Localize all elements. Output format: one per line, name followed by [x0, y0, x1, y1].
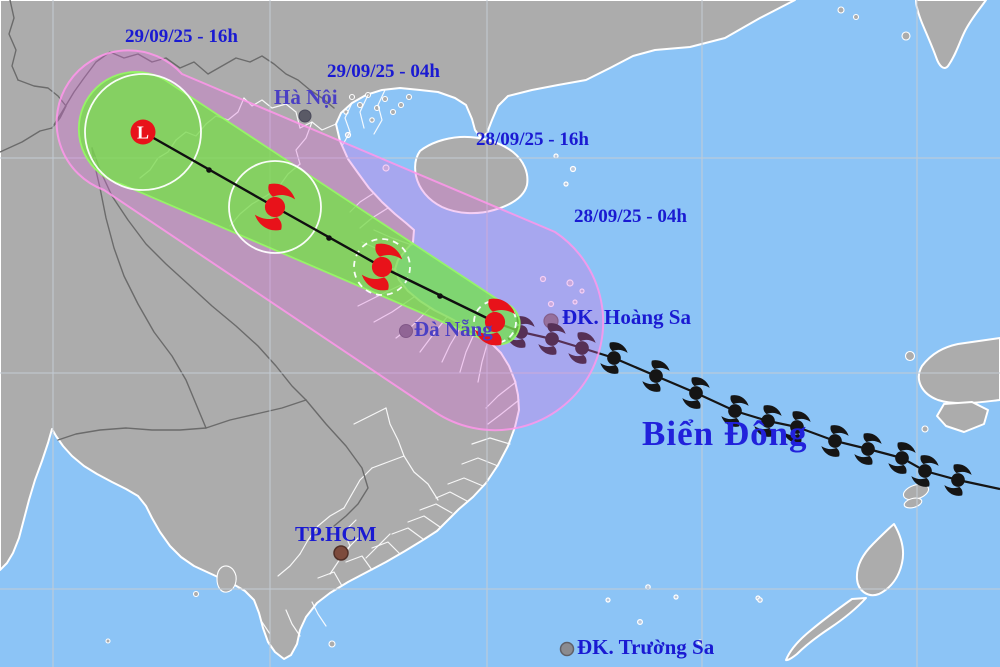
uncertainty-circle: [473, 300, 517, 344]
hoang-sa-islets: [539, 275, 585, 308]
small-island: [904, 350, 916, 362]
danang-label: Đà Nẵng: [414, 317, 493, 341]
gulf-islets: [344, 131, 577, 187]
timestamp-label-3: 28/09/25 - 16h: [476, 129, 589, 150]
small-island: [192, 590, 200, 598]
uncertainty-circle: [353, 238, 411, 296]
small-island: [852, 13, 860, 21]
timestamp-label-2: 29/09/25 - 04h: [327, 61, 440, 82]
low-marker-letter: L: [137, 123, 149, 143]
small-island: [921, 425, 929, 433]
hanoi-city-dot: [298, 109, 312, 123]
small-island: [837, 6, 845, 14]
island-group: [936, 401, 989, 433]
phu-quoc-island: [216, 565, 237, 593]
track-dot: [206, 167, 212, 173]
truongsa-label: ĐK. Trường Sa: [577, 635, 715, 659]
bien-dong-sea-label: Biển Đông: [642, 414, 808, 453]
country-borders: [0, 0, 369, 527]
halong-bay-islets: [343, 91, 413, 123]
timestamp-label-1: 29/09/25 - 16h: [125, 26, 238, 47]
low-pressure-marker: L: [130, 119, 156, 145]
hainan-island: [414, 135, 529, 215]
timestamp-label-4: 28/09/25 - 04h: [574, 206, 687, 227]
severe-wind-swath: [77, 71, 521, 346]
tphcm-city-dot: [333, 545, 349, 561]
upper-palawan-island: [855, 523, 904, 597]
truongsa-marker-dot: [559, 641, 575, 657]
past-track-line: [494, 320, 1000, 491]
uncertainty-circles: [84, 73, 517, 344]
philippines-landmass: [917, 337, 1000, 405]
lower-palawan-island: [785, 597, 867, 662]
uncertainty-circle: [84, 73, 202, 191]
northeast-peninsula: [915, 0, 987, 69]
small-island: [901, 31, 911, 41]
forecast-interval-dots: [206, 167, 443, 299]
hanoi-label: Hà Nội: [274, 85, 338, 109]
track-dot: [437, 293, 443, 299]
hoangsa-label: ĐK. Hoàng Sa: [562, 305, 691, 329]
small-island: [105, 638, 111, 644]
uncertainty-circle: [228, 160, 322, 254]
tphcm-label: TP.HCM: [295, 522, 377, 546]
con-dao-island: [328, 640, 336, 648]
danang-city-dot: [399, 324, 413, 338]
track-dot: [326, 235, 332, 241]
